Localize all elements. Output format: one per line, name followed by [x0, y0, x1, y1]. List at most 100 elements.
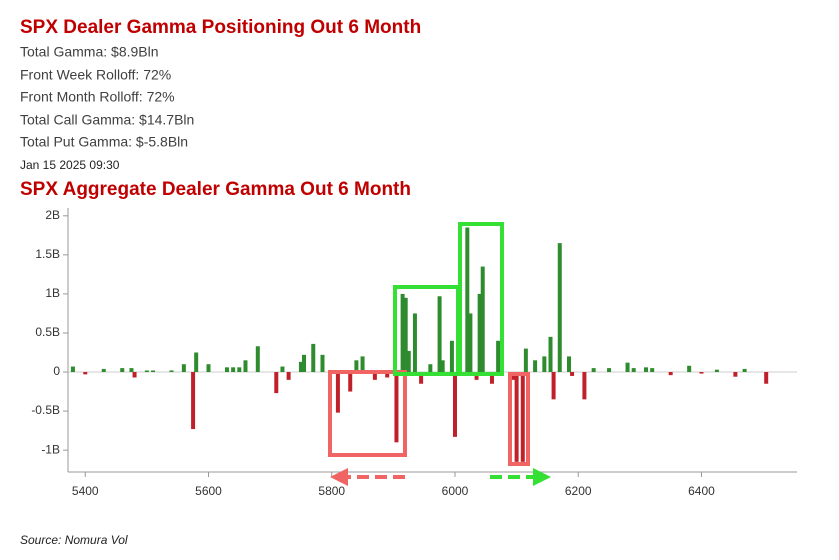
bar: [668, 372, 673, 376]
bar: [274, 372, 279, 394]
bar: [520, 372, 525, 462]
y-tick-label: -1B: [41, 442, 60, 456]
bar: [360, 356, 365, 373]
bar: [243, 360, 248, 373]
bar: [687, 365, 692, 373]
bar: [557, 243, 562, 373]
stat-line: Front Month Rolloff: 72%: [20, 89, 175, 105]
source: Source: Nomura Vol: [20, 533, 128, 547]
bar: [403, 297, 408, 373]
arrow-head: [533, 468, 551, 486]
x-tick-label: 5800: [318, 484, 345, 498]
bar: [237, 367, 242, 373]
plot: 2B 1.5B 1B 0.5B 0 -0.5B -1B 5400 5600 5800 6000 620…: [31, 208, 797, 498]
bar: [496, 340, 501, 373]
arrow-head: [330, 468, 348, 486]
bar: [385, 372, 390, 378]
bar: [231, 367, 236, 373]
stat-line: Total Gamma: $8.9Bln: [20, 44, 159, 60]
bar: [419, 372, 424, 384]
bar: [607, 368, 612, 373]
stat-line: Total Put Gamma: $-5.8Bln: [20, 134, 188, 150]
timestamp: Jan 15 2025 09:30: [20, 158, 120, 172]
y-tick-label: 1.5B: [35, 247, 60, 261]
y-tick-label: -0.5B: [31, 403, 60, 417]
bar: [280, 366, 285, 373]
bar: [714, 369, 719, 373]
bar: [542, 356, 547, 373]
bar: [144, 370, 149, 373]
bar: [699, 372, 704, 374]
annotations: [328, 222, 551, 486]
bar: [348, 372, 353, 392]
bar: [480, 266, 485, 373]
bar: [551, 372, 556, 400]
bar: [533, 360, 538, 373]
y-tick-label: 0.5B: [35, 325, 60, 339]
bar: [489, 372, 494, 384]
bar: [477, 293, 482, 373]
bar: [169, 370, 174, 373]
bar: [101, 368, 106, 373]
y-tick-label: 2B: [45, 208, 60, 222]
bar: [566, 356, 571, 373]
highlight-box: [458, 222, 504, 376]
bar: [570, 372, 575, 376]
bar: [206, 364, 211, 373]
bar: [742, 368, 747, 373]
bar: [302, 354, 307, 373]
bar: [372, 372, 377, 380]
x-tick-label: 6200: [565, 484, 592, 498]
bar: [120, 368, 125, 373]
bar: [465, 227, 470, 373]
y-tick-label: 1B: [45, 286, 60, 300]
chart-title: SPX Aggregate Dealer Gamma Out 6 Month: [20, 179, 411, 200]
y-tick-label: 0: [53, 364, 60, 378]
bar: [468, 313, 473, 373]
x-tick-label: 5400: [72, 484, 99, 498]
bar: [449, 340, 454, 373]
bar: [406, 350, 411, 373]
bar: [400, 293, 405, 373]
bar: [440, 360, 445, 373]
stat-line: Front Week Rolloff: 72%: [20, 67, 171, 83]
bar: [83, 372, 88, 375]
x-tick-label: 5600: [195, 484, 222, 498]
bar: [412, 313, 417, 373]
bar: [132, 372, 137, 378]
bar: [335, 372, 340, 413]
bar: [70, 366, 75, 373]
bar: [437, 296, 442, 373]
bar: [582, 372, 587, 400]
highlight-box: [328, 370, 407, 457]
bar: [428, 364, 433, 373]
bar: [625, 362, 630, 373]
bar: [548, 336, 553, 373]
bar: [591, 368, 596, 373]
bar: [191, 372, 196, 430]
highlight-box: [508, 372, 530, 466]
bar: [181, 364, 186, 373]
bar: [631, 368, 636, 373]
bar: [394, 372, 399, 443]
bar: [151, 370, 156, 373]
bar: [255, 346, 260, 373]
bar: [523, 348, 528, 373]
bar: [644, 367, 649, 373]
bar: [764, 372, 769, 384]
bar: [320, 354, 325, 373]
bar: [224, 367, 229, 373]
bar: [733, 372, 738, 377]
bar: [286, 372, 291, 380]
bar: [452, 372, 457, 437]
bar: [514, 372, 519, 462]
bar: [354, 360, 359, 373]
bar: [311, 343, 316, 373]
bar: [129, 368, 134, 373]
x-tick-label: 6400: [688, 484, 715, 498]
page-title: SPX Dealer Gamma Positioning Out 6 Month: [20, 17, 421, 38]
stat-line: Total Call Gamma: $14.7Bln: [20, 112, 194, 128]
x-tick-label: 6000: [442, 484, 469, 498]
bar: [650, 368, 655, 373]
